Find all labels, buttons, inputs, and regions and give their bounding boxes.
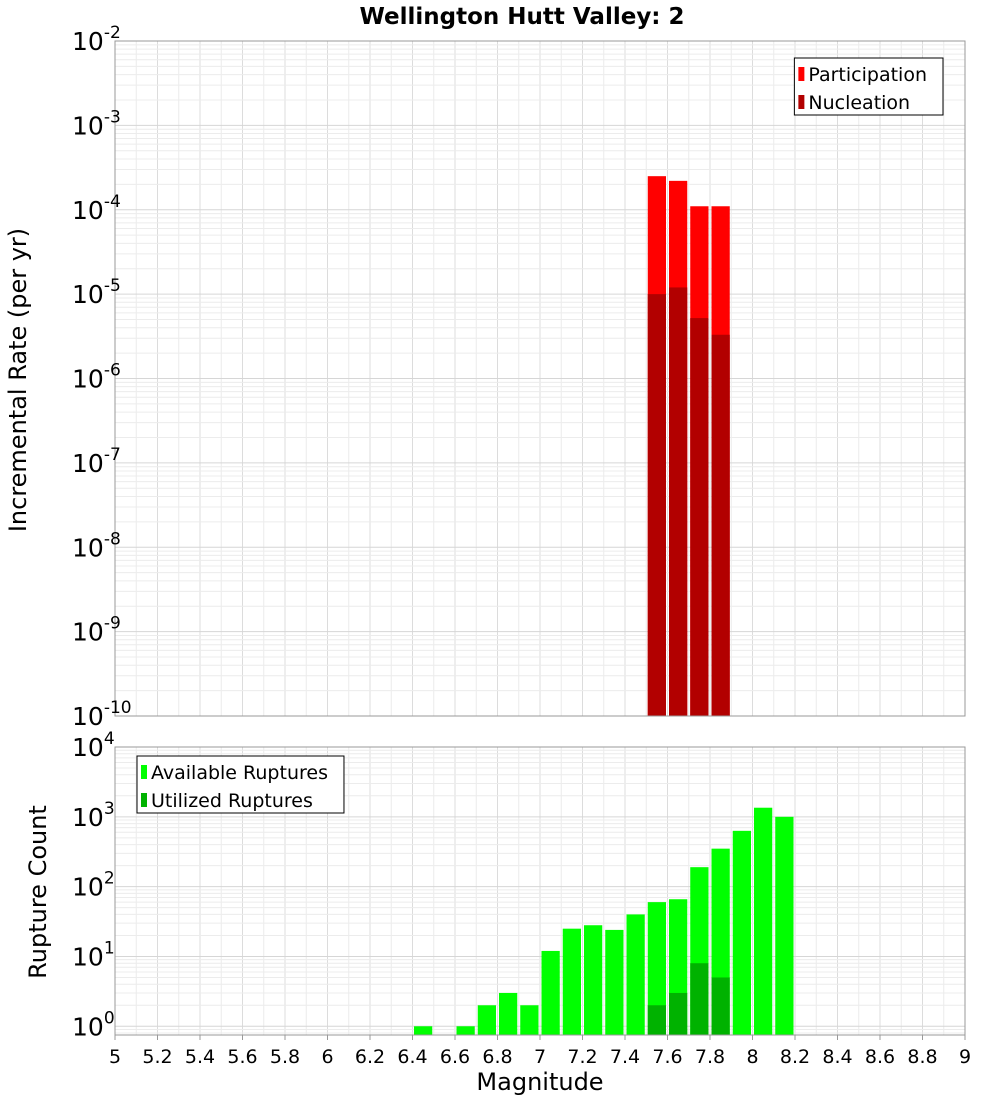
bottom-bar: [605, 929, 624, 1035]
bottom-series-1: [647, 963, 730, 1035]
bottom-bar: [414, 1026, 433, 1035]
bottom-y-tick-label: 100: [72, 1008, 115, 1041]
x-tick-label: 8.8: [907, 1046, 937, 1068]
bottom-y-tick-label: 101: [72, 938, 115, 971]
bottom-legend-box: [136, 755, 345, 814]
top-bar: [647, 294, 666, 716]
bottom-bar: [477, 1005, 496, 1035]
top-plot-frame: [114, 40, 966, 717]
bottom-bar: [775, 816, 794, 1035]
top-y-tick-label: 10-2: [72, 23, 121, 56]
top-y-tick-label: 10-9: [72, 614, 121, 647]
top-bar: [669, 287, 688, 716]
top-y-tick-label: 10-4: [72, 192, 121, 225]
chart-title: Wellington Hutt Valley: 2: [359, 4, 684, 30]
legend-swatch: [141, 765, 147, 779]
top-y-tick-label: 10-5: [72, 276, 121, 309]
top-y-tick-label: 10-7: [72, 445, 121, 478]
x-tick-label: 5.8: [270, 1046, 300, 1068]
top-y-axis-label: Incremental Rate (per yr): [4, 228, 32, 532]
bottom-y-tick-label: 102: [72, 869, 115, 902]
bottom-bar: [690, 963, 709, 1035]
x-tick-label: 5: [109, 1046, 121, 1068]
bottom-chart: 100 101 102 103 104 5 5.2 5.4 5.6 5.8 6 6.2 6.4 6.6 6.…: [72, 729, 971, 1068]
bottom-bar: [562, 928, 581, 1035]
bottom-bar: [711, 977, 730, 1035]
x-tick-label: 7.4: [610, 1046, 640, 1068]
top-legend: Participation Nucleation: [793, 57, 944, 116]
legend-swatch: [798, 95, 805, 109]
x-tick-label: 7.6: [652, 1046, 682, 1068]
top-y-tick-label: 10-3: [72, 107, 121, 140]
bottom-bar: [647, 1005, 666, 1035]
x-tick-label: 8.2: [780, 1046, 810, 1068]
x-tick-label: 6.8: [482, 1046, 512, 1068]
bottom-bar: [456, 1026, 475, 1035]
top-y-tick-label: 10-10: [72, 698, 132, 731]
x-tick-label: 8.6: [865, 1046, 895, 1068]
x-tick-label: 6.2: [355, 1046, 385, 1068]
x-tick-label: 7.2: [567, 1046, 597, 1068]
legend-swatch: [798, 67, 805, 81]
legend-label: Nucleation: [808, 92, 910, 114]
top-bar: [711, 334, 730, 716]
legend-label: Participation: [808, 64, 927, 86]
top-series-1: [647, 287, 730, 716]
x-tick-label: 7.8: [695, 1046, 725, 1068]
top-y-tick-label: 10-6: [72, 361, 121, 394]
x-tick-label: 5.6: [227, 1046, 257, 1068]
bottom-bar: [669, 992, 688, 1035]
bottom-series-0: [414, 807, 794, 1035]
x-tick-label: 6.4: [397, 1046, 427, 1068]
bottom-y-axis-label: Rupture Count: [24, 805, 52, 979]
x-tick-label: 8.4: [822, 1046, 852, 1068]
x-tick-label: 6.6: [440, 1046, 470, 1068]
bottom-bar: [520, 1005, 539, 1035]
top-grid: [114, 40, 966, 717]
x-axis-label: Magnitude: [476, 1068, 603, 1096]
x-tick-label: 5.4: [185, 1046, 215, 1068]
bottom-bar: [541, 950, 560, 1035]
x-tick-label: 9: [959, 1046, 971, 1068]
legend-label: Available Ruptures: [151, 762, 328, 784]
bottom-bar: [647, 902, 666, 1035]
x-tick-label: 8: [746, 1046, 758, 1068]
bottom-bar: [499, 992, 518, 1035]
top-y-tick-label: 10-8: [72, 529, 121, 562]
top-bar: [690, 318, 709, 716]
bottom-bar: [754, 807, 773, 1035]
legend-label: Utilized Ruptures: [151, 790, 313, 812]
bottom-bar: [584, 925, 603, 1035]
bottom-bar: [626, 914, 645, 1035]
top-chart: 10-10 10-9 10-8 10-7 10-6 10-5 10-4 10-3 10-2 Par…: [72, 23, 966, 731]
x-tick-label: 6: [321, 1046, 333, 1068]
x-tick-label: 5.2: [142, 1046, 172, 1068]
bottom-bar: [732, 830, 751, 1035]
bottom-y-tick-label: 103: [72, 799, 115, 832]
x-tick-label: 7: [534, 1046, 546, 1068]
top-legend-box: [793, 57, 944, 116]
legend-swatch: [141, 793, 147, 807]
bottom-y-tick-label: 104: [72, 729, 115, 762]
bottom-legend: Available Ruptures Utilized Ruptures: [136, 755, 345, 814]
